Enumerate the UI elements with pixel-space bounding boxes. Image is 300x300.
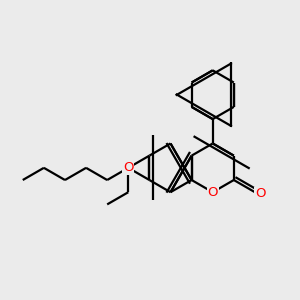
- Text: O: O: [123, 161, 134, 174]
- Text: O: O: [208, 186, 218, 199]
- Text: O: O: [255, 187, 266, 200]
